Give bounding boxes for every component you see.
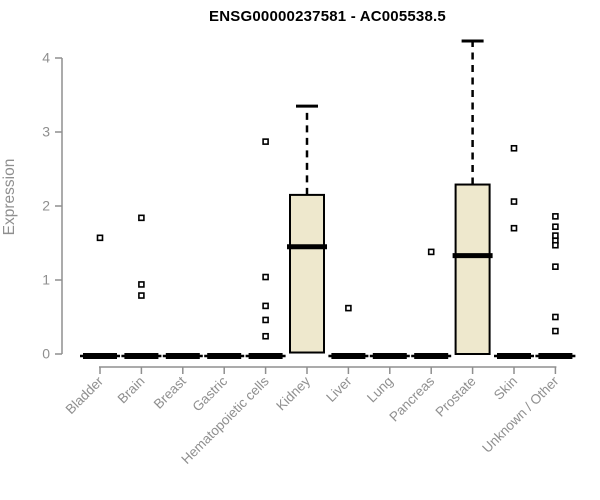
outlier-point <box>138 281 145 288</box>
x-tick-label: Kidney <box>273 373 313 413</box>
y-tick-label: 3 <box>42 124 50 140</box>
collapsed-box <box>207 353 242 359</box>
x-tick-label: Breast <box>151 373 189 411</box>
outlier-point <box>262 332 269 340</box>
x-tick-label: Liver <box>323 373 355 405</box>
outlier-point <box>552 232 559 239</box>
outlier-point <box>262 302 269 310</box>
y-tick-label: 0 <box>42 346 50 362</box>
outlier-point <box>552 327 559 335</box>
collapsed-box <box>83 353 117 359</box>
y-tick-label: 1 <box>42 272 50 288</box>
x-tick-label: Brain <box>115 374 148 407</box>
outlier-point <box>96 234 104 242</box>
outlier-point <box>345 304 352 312</box>
x-tick-label: Bladder <box>63 373 107 417</box>
collapsed-box <box>372 353 407 359</box>
collapsed-box <box>165 353 200 359</box>
collapsed-box <box>414 353 449 359</box>
outlier-point <box>138 214 145 222</box>
box <box>454 183 491 355</box>
x-tick-label: Lung <box>364 374 396 406</box>
x-tick-label: Pancreas <box>386 373 437 424</box>
outlier-point <box>552 213 559 220</box>
outlier-point <box>427 248 435 256</box>
outlier-point <box>262 273 269 281</box>
collapsed-box <box>331 353 366 359</box>
box <box>289 193 325 354</box>
x-tick-label: Prostate <box>433 374 479 420</box>
y-axis-label: Expression <box>1 159 18 236</box>
y-tick-label: 4 <box>42 50 50 66</box>
y-tick-label: 2 <box>42 198 50 214</box>
outlier-point <box>552 241 559 249</box>
collapsed-box <box>538 353 573 359</box>
collapsed-box <box>497 353 531 359</box>
outlier-point <box>262 316 269 324</box>
outlier-point <box>262 138 269 145</box>
outlier-point <box>552 263 559 270</box>
outlier-point <box>510 198 518 205</box>
outlier-point <box>510 224 518 232</box>
outlier-point <box>510 144 518 152</box>
outlier-point <box>552 313 559 321</box>
outlier-point <box>138 292 145 299</box>
collapsed-box <box>248 353 283 359</box>
collapsed-box <box>124 353 159 359</box>
x-tick-label: Skin <box>491 374 520 403</box>
chart-title: ENSG00000237581 - AC005538.5 <box>209 8 446 25</box>
x-tick-label: Gastric <box>189 373 230 414</box>
outlier-point <box>552 223 559 231</box>
x-tick-label: Unknown / Other <box>479 373 562 456</box>
